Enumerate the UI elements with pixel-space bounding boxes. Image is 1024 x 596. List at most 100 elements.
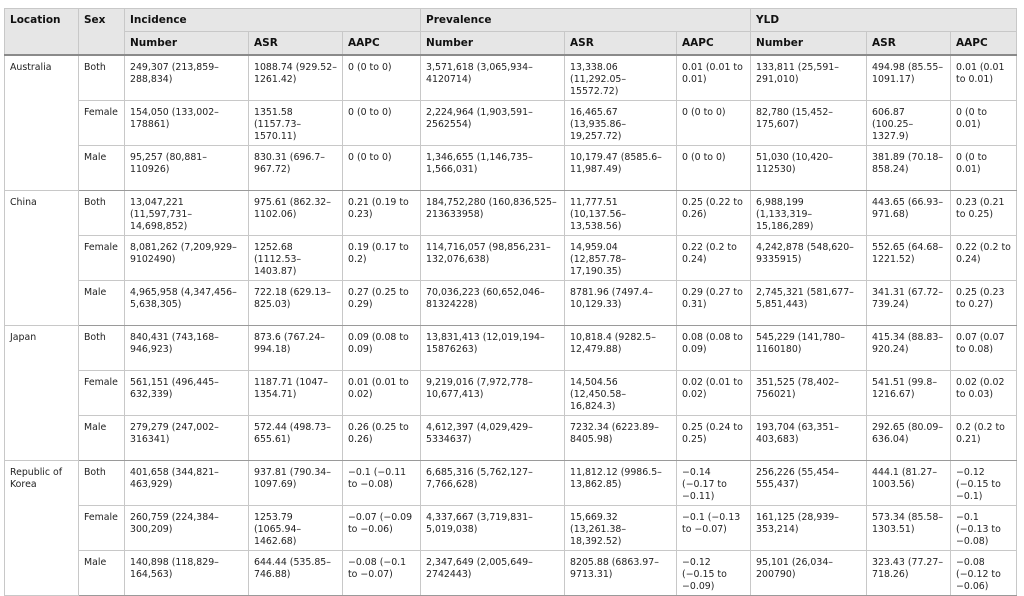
incidence-asr-cell: 937.81 (790.34–1097.69) <box>248 460 343 506</box>
incidence-number-cell: 249,307 (213,859–288,834) <box>124 54 249 101</box>
incidence-number-cell: 561,151 (496,445–632,339) <box>124 370 249 416</box>
yld-aapc-cell: 0 (0 to 0.01) <box>950 145 1018 191</box>
sex-cell: Female <box>78 370 125 416</box>
prevalence-asr-cell: 10,179.47 (8585.6–11,987.49) <box>564 145 678 191</box>
yld-header: YLD <box>750 8 1018 32</box>
incidence-asr-header: ASR <box>248 31 343 56</box>
yld-asr-cell: 292.65 (80.09–636.04) <box>866 415 952 461</box>
yld-number-cell: 82,780 (15,452–175,607) <box>750 100 868 146</box>
prevalence-number-cell: 70,036,223 (60,652,046–81324228) <box>420 280 566 326</box>
yld-aapc-cell: 0.25 (0.23 to 0.27) <box>950 280 1018 326</box>
prevalence-aapc-cell: 0.02 (0.01 to 0.02) <box>676 370 752 416</box>
sex-header: Sex <box>78 8 125 56</box>
yld-aapc-cell: 0.23 (0.21 to 0.25) <box>950 190 1018 236</box>
prevalence-aapc-header: AAPC <box>676 31 752 56</box>
prevalence-aapc-cell: 0 (0 to 0) <box>676 145 752 191</box>
yld-number-cell: 133,811 (25,591–291,010) <box>750 54 868 101</box>
sex-cell: Female <box>78 505 125 551</box>
yld-aapc-cell: 0.01 (0.01 to 0.01) <box>950 54 1018 101</box>
sex-cell: Female <box>78 235 125 281</box>
yld-number-cell: 4,242,878 (548,620–9335915) <box>750 235 868 281</box>
yld-number-header: Number <box>750 31 868 56</box>
prevalence-asr-cell: 11,777.51 (10,137.56–13,538.56) <box>564 190 678 236</box>
incidence-aapc-cell: 0.26 (0.25 to 0.26) <box>341 415 422 461</box>
incidence-aapc-cell: 0.19 (0.17 to 0.2) <box>341 235 422 281</box>
table-header: Location Sex Incidence Prevalence YLD Nu… <box>4 8 1018 56</box>
prevalence-number-cell: 2,347,649 (2,005,649–2742443) <box>420 550 566 596</box>
sex-cell: Female <box>78 100 125 146</box>
prevalence-number-cell: 3,571,618 (3,065,934–4120714) <box>420 54 566 101</box>
prevalence-number-cell: 6,685,316 (5,762,127–7,766,628) <box>420 460 566 506</box>
prevalence-asr-cell: 10,818.4 (9282.5–12,479.88) <box>564 325 678 371</box>
incidence-number-cell: 401,658 (344,821–463,929) <box>124 460 249 506</box>
incidence-aapc-cell: 0 (0 to 0) <box>341 100 422 146</box>
yld-asr-cell: 341.31 (67.72–739.24) <box>866 280 952 326</box>
yld-number-cell: 256,226 (55,454–555,437) <box>750 460 868 506</box>
table-row: Australia Both 249,307 (213,859–288,834) 10… <box>4 54 1018 191</box>
table-row: Male 4,965,958 (4,347,456–5,638,305) 722.1… <box>5 280 1018 326</box>
table-row: Male 279,279 (247,002–316341) 572.44 (498.… <box>5 415 1018 461</box>
prevalence-aapc-cell: 0.25 (0.22 to 0.26) <box>676 190 752 236</box>
prevalence-asr-cell: 15,669.32 (13,261.38–18,392.52) <box>564 505 678 551</box>
sex-cell: Male <box>78 550 125 596</box>
table-row: Male 140,898 (118,829–164,563) 644.44 (535… <box>5 550 1018 596</box>
prevalence-number-cell: 1,346,655 (1,146,735–1,566,031) <box>420 145 566 191</box>
prevalence-asr-cell: 11,812.12 (9986.5–13,862.85) <box>564 460 678 506</box>
yld-asr-cell: 552.65 (64.68–1221.52) <box>866 235 952 281</box>
table-row: Male 95,257 (80,881–110926) 830.31 (696.7–… <box>5 145 1018 191</box>
table-row: China Both 13,047,221 (11,597,731–14,698,8… <box>4 190 1018 326</box>
yld-aapc-cell: 0.02 (0.02 to 0.03) <box>950 370 1018 416</box>
yld-aapc-cell: 0.2 (0.2 to 0.21) <box>950 415 1018 461</box>
yld-aapc-cell: −0.12 (−0.15 to −0.1) <box>950 460 1018 506</box>
incidence-aapc-header: AAPC <box>341 31 422 56</box>
prevalence-aapc-cell: 0.08 (0.08 to 0.09) <box>676 325 752 371</box>
sex-cell: Both <box>78 460 125 506</box>
prevalence-number-cell: 4,612,397 (4,029,429–5334637) <box>420 415 566 461</box>
prevalence-asr-cell: 8205.88 (6863.97–9713.31) <box>564 550 678 596</box>
incidence-number-cell: 154,050 (133,002–178861) <box>124 100 249 146</box>
incidence-aapc-cell: −0.1 (−0.11 to −0.08) <box>341 460 422 506</box>
incidence-number-cell: 140,898 (118,829–164,563) <box>124 550 249 596</box>
incidence-number-cell: 840,431 (743,168–946,923) <box>124 325 249 371</box>
incidence-aapc-cell: 0.27 (0.25 to 0.29) <box>341 280 422 326</box>
sex-cell: Male <box>78 415 125 461</box>
incidence-number-cell: 8,081,262 (7,209,929–9102490) <box>124 235 249 281</box>
location-header: Location <box>4 8 79 56</box>
incidence-aapc-cell: 0.01 (0.01 to 0.02) <box>341 370 422 416</box>
yld-number-cell: 51,030 (10,420–112530) <box>750 145 868 191</box>
yld-aapc-cell: −0.08 (−0.12 to −0.06) <box>950 550 1018 596</box>
table-row: Japan Both 840,431 (743,168–946,923) 873.6 … <box>4 325 1018 461</box>
prevalence-asr-header: ASR <box>564 31 678 56</box>
prevalence-aapc-cell: 0.29 (0.27 to 0.31) <box>676 280 752 326</box>
prevalence-asr-cell: 8781.96 (7497.4–10,129.33) <box>564 280 678 326</box>
prevalence-aapc-cell: −0.1 (−0.13 to −0.07) <box>676 505 752 551</box>
incidence-number-cell: 95,257 (80,881–110926) <box>124 145 249 191</box>
yld-asr-cell: 415.34 (88.83–920.24) <box>866 325 952 371</box>
yld-number-cell: 193,704 (63,351–403,683) <box>750 415 868 461</box>
prevalence-aapc-cell: −0.14 (−0.17 to −0.11) <box>676 460 752 506</box>
sex-cell: Both <box>78 54 125 101</box>
sex-cell: Male <box>78 145 125 191</box>
prevalence-aapc-cell: −0.12 (−0.15 to −0.09) <box>676 550 752 596</box>
incidence-asr-cell: 873.6 (767.24–994.18) <box>248 325 343 371</box>
table-body: Australia Both 249,307 (213,859–288,834) 10… <box>4 54 1018 596</box>
table-row: Female 260,759 (224,384–300,209) 1253.79 (… <box>5 505 1018 551</box>
incidence-number-cell: 13,047,221 (11,597,731–14,698,852) <box>124 190 249 236</box>
incidence-aapc-cell: 0.09 (0.08 to 0.09) <box>341 325 422 371</box>
incidence-aapc-cell: 0 (0 to 0) <box>341 54 422 101</box>
yld-aapc-cell: −0.1 (−0.13 to −0.08) <box>950 505 1018 551</box>
location-cell: Republic of Korea <box>4 460 79 596</box>
incidence-asr-cell: 1187.71 (1047–1354.71) <box>248 370 343 416</box>
yld-asr-cell: 443.65 (66.93–971.68) <box>866 190 952 236</box>
yld-number-cell: 545,229 (141,780–1160180) <box>750 325 868 371</box>
prevalence-number-cell: 9,219,016 (7,972,778–10,677,413) <box>420 370 566 416</box>
sex-cell: Both <box>78 325 125 371</box>
incidence-number-cell: 279,279 (247,002–316341) <box>124 415 249 461</box>
prevalence-number-cell: 114,716,057 (98,856,231–132,076,638) <box>420 235 566 281</box>
yld-asr-cell: 573.34 (85.58–1303.51) <box>866 505 952 551</box>
burden-table: Location Sex Incidence Prevalence YLD Nu… <box>4 8 1018 596</box>
table-row: Female 154,050 (133,002–178861) 1351.58 (1… <box>5 100 1018 146</box>
yld-asr-cell: 444.1 (81.27–1003.56) <box>866 460 952 506</box>
yld-asr-cell: 494.98 (85.55–1091.17) <box>866 54 952 101</box>
yld-asr-cell: 541.51 (99.8–1216.67) <box>866 370 952 416</box>
